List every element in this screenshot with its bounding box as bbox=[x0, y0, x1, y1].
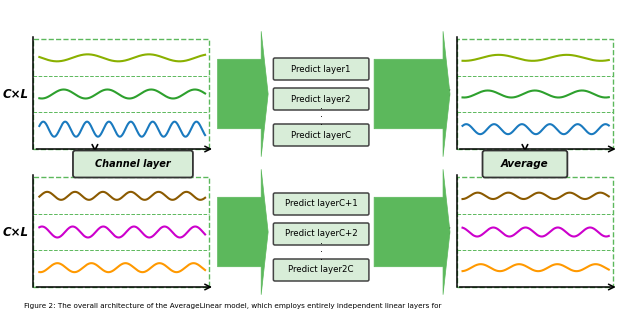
FancyBboxPatch shape bbox=[73, 151, 193, 178]
FancyBboxPatch shape bbox=[273, 58, 369, 80]
Text: Predict layerC+2: Predict layerC+2 bbox=[285, 230, 358, 238]
Text: Channel layer: Channel layer bbox=[95, 159, 171, 169]
FancyBboxPatch shape bbox=[483, 151, 567, 178]
FancyBboxPatch shape bbox=[273, 223, 369, 245]
Text: Predict layer1: Predict layer1 bbox=[291, 64, 351, 74]
Text: C×S: C×S bbox=[425, 87, 452, 100]
Text: Predict layerC+1: Predict layerC+1 bbox=[285, 199, 358, 209]
FancyBboxPatch shape bbox=[273, 124, 369, 146]
Bar bbox=[457, 39, 612, 149]
Text: C×L: C×L bbox=[3, 87, 29, 100]
Text: C×L: C×L bbox=[3, 225, 29, 238]
Text: ·
·
·: · · · bbox=[319, 104, 323, 130]
Text: Predict layerC: Predict layerC bbox=[291, 131, 351, 139]
Bar bbox=[33, 39, 209, 149]
FancyBboxPatch shape bbox=[273, 88, 369, 110]
Text: C×S: C×S bbox=[425, 225, 452, 238]
Text: Figure 2: The overall architecture of the AverageLinear model, which employs ent: Figure 2: The overall architecture of th… bbox=[24, 303, 441, 309]
Text: Predict layer2: Predict layer2 bbox=[291, 94, 351, 103]
Text: ·
·
·: · · · bbox=[319, 239, 323, 265]
FancyBboxPatch shape bbox=[273, 193, 369, 215]
FancyBboxPatch shape bbox=[273, 259, 369, 281]
Bar bbox=[33, 177, 209, 287]
Text: Predict layer2C: Predict layer2C bbox=[289, 266, 354, 275]
Bar bbox=[457, 177, 612, 287]
Text: Average: Average bbox=[501, 159, 548, 169]
